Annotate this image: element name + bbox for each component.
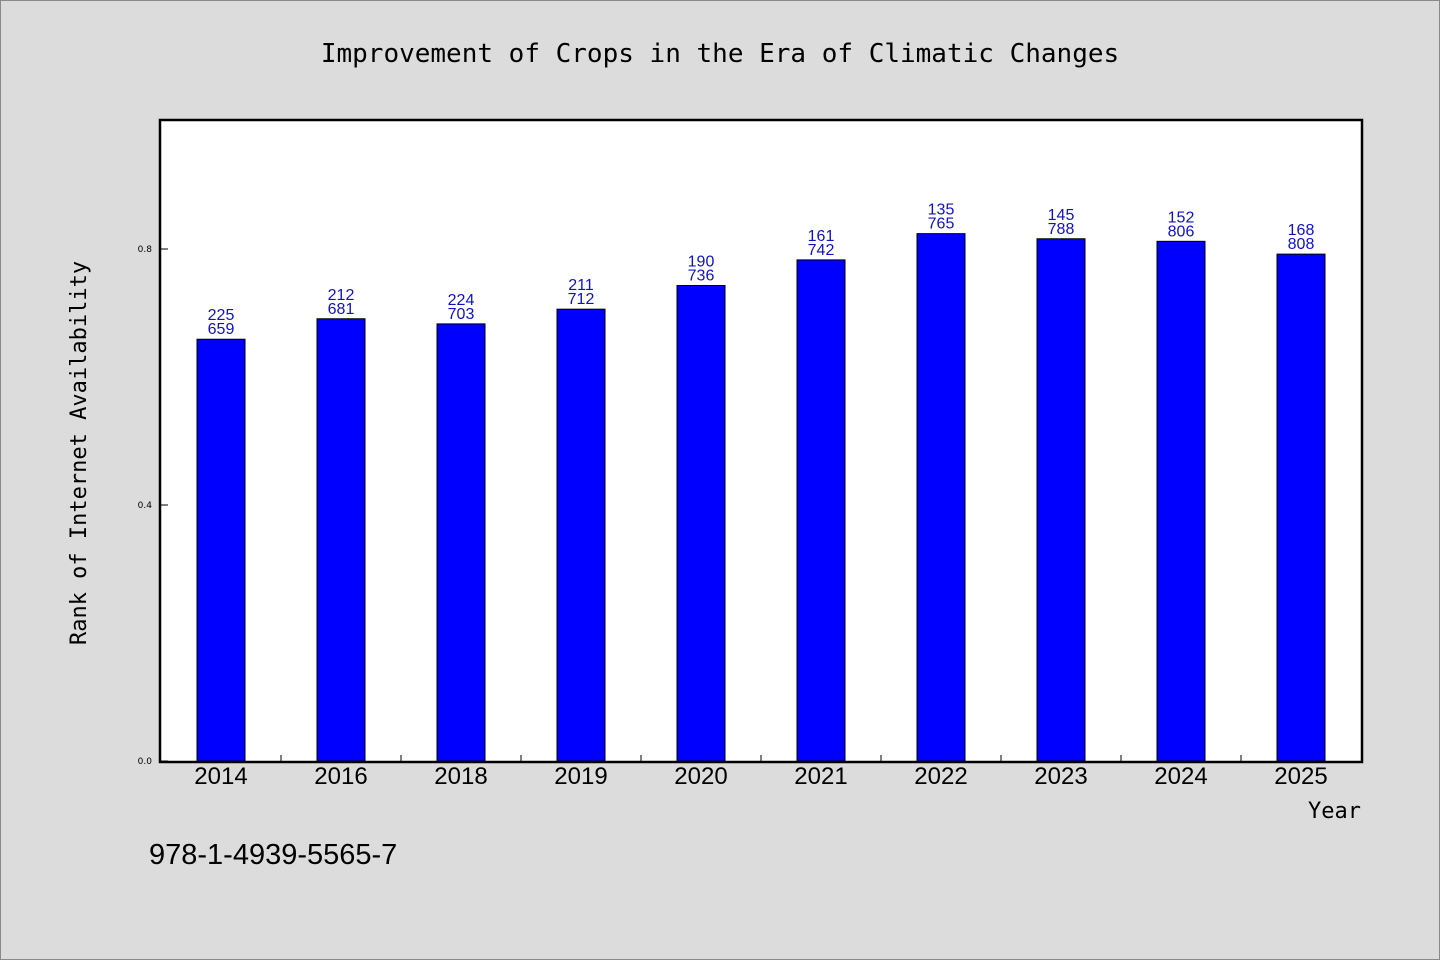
bar-2016 [316, 318, 366, 762]
bars-layer [196, 233, 1326, 762]
data-label-bottom-2023: 788 [1048, 221, 1075, 238]
x-axis-label: Year [1308, 799, 1361, 824]
chart-title: Improvement of Crops in the Era of Clima… [321, 39, 1119, 69]
bar-2024 [1156, 240, 1206, 762]
data-label-top-2025: 168 [1288, 222, 1315, 239]
x-axis: 2014 2016 2018 2019 2020 2021 2022 2023 2024 2025 [194, 755, 1328, 790]
data-label-bottom-2021: 742 [808, 242, 835, 259]
data-label-bottom-2018: 703 [448, 306, 475, 323]
data-label-bottom-2019: 712 [568, 291, 595, 308]
y-axis-label: Rank of Internet Availability [67, 261, 92, 645]
bar-2014 [196, 338, 246, 762]
x-tick-label-2019: 2019 [554, 763, 607, 790]
data-label-top-2024: 152 [1168, 209, 1195, 226]
data-label-top-2020: 190 [688, 253, 715, 270]
bar-2023 [1036, 238, 1086, 762]
x-tick-label-2024: 2024 [1154, 763, 1207, 790]
y-tick-label-0.0: 0.0 [138, 757, 153, 767]
data-label-bottom-2025: 808 [1288, 236, 1315, 253]
isbn-text: 978-1-4939-5565-7 [149, 839, 397, 871]
data-label-top-2023: 145 [1048, 207, 1075, 224]
data-label-top-2016: 212 [328, 287, 355, 304]
data-labels-layer: 2256592126812247032117121907361617421357… [208, 202, 1315, 339]
y-tick-label-0.4: 0.4 [138, 501, 153, 511]
y-tick-label-0.8: 0.8 [138, 245, 153, 255]
data-label-top-2019: 211 [568, 277, 594, 294]
bar-2019 [556, 308, 606, 762]
x-tick-label-2023: 2023 [1034, 763, 1087, 790]
bar-2018 [436, 323, 486, 762]
data-label-bottom-2022: 765 [928, 216, 955, 233]
x-tick-label-2018: 2018 [434, 763, 487, 790]
x-tick-label-2022: 2022 [914, 763, 967, 790]
data-label-top-2014: 225 [208, 307, 235, 324]
data-label-bottom-2020: 736 [688, 267, 715, 284]
data-label-bottom-2024: 806 [1168, 223, 1195, 240]
y-axis: 0.0 0.4 0.8 [138, 245, 168, 767]
data-label-top-2018: 224 [448, 292, 475, 309]
bar-2022 [916, 233, 966, 762]
data-label-bottom-2016: 681 [328, 301, 355, 318]
x-tick-label-2021: 2021 [794, 763, 847, 790]
x-tick-label-2016: 2016 [314, 763, 367, 790]
data-label-top-2021: 161 [808, 228, 835, 245]
data-label-bottom-2014: 659 [208, 321, 235, 338]
x-tick-label-2014: 2014 [194, 763, 247, 790]
x-tick-label-2020: 2020 [674, 763, 727, 790]
bar-2025 [1276, 253, 1326, 762]
bar-2020 [676, 284, 726, 762]
bar-2021 [796, 259, 846, 762]
data-label-top-2022: 135 [928, 202, 955, 219]
x-tick-label-2025: 2025 [1274, 763, 1327, 790]
